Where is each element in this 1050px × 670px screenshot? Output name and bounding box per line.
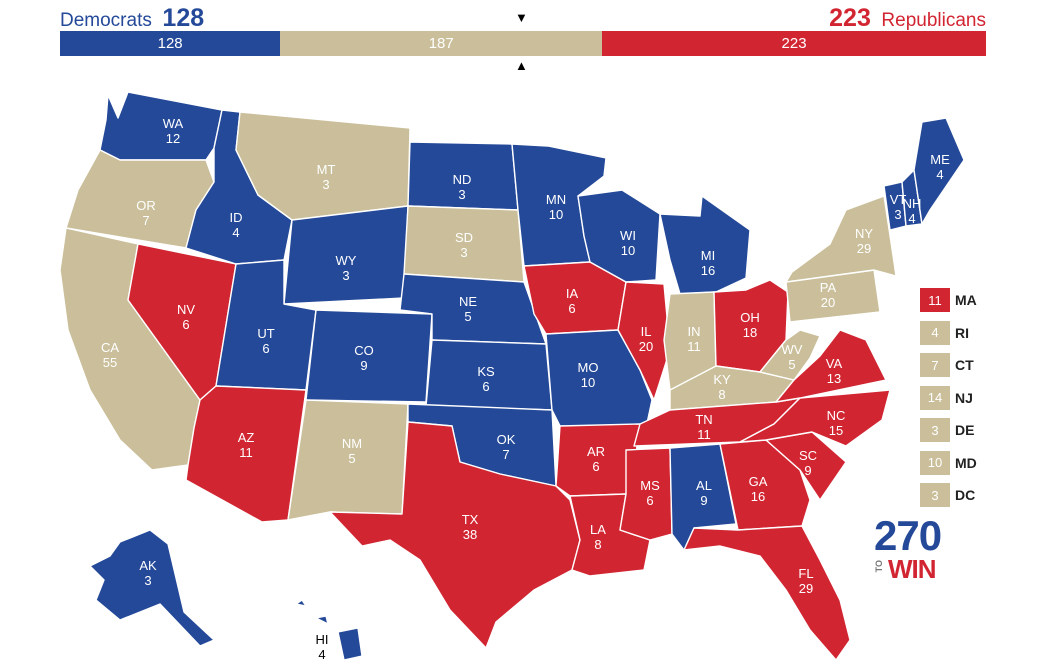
state-label-co: CO 9 <box>354 343 374 373</box>
state-label-mo: MO 10 <box>578 360 599 390</box>
state-label-az: AZ 11 <box>238 430 255 460</box>
dem-bar-segment: 128 <box>60 31 281 56</box>
state-label-nd: ND 3 <box>453 172 472 202</box>
state-label-hi: HI 4 <box>316 632 329 662</box>
small-state-label-dc: DC <box>955 487 976 503</box>
small-state-ev-ma[interactable]: 11 <box>920 288 950 312</box>
state-nc[interactable] <box>739 389 891 447</box>
logo-number: 270 <box>874 512 942 559</box>
state-label-ia: IA 6 <box>566 286 579 316</box>
state-label-ne: NE 5 <box>459 294 477 324</box>
state-label-fl: FL 29 <box>798 566 813 596</box>
majority-marker-top-icon: ▼ <box>515 10 528 25</box>
state-label-il: IL 20 <box>639 324 653 354</box>
tossup-bar-label: 187 <box>428 35 454 52</box>
state-wv[interactable] <box>759 329 821 381</box>
small-state-label-md: MD <box>955 454 977 471</box>
republicans-total: 223 <box>829 4 871 32</box>
state-label-wi: WI 10 <box>620 228 636 258</box>
state-label-wa: WA 12 <box>163 116 184 146</box>
tossup-bar-segment: 187 <box>280 31 603 56</box>
state-label-or: OR 7 <box>136 198 156 228</box>
state-label-ak: AK 3 <box>139 558 157 588</box>
state-label-tx: TX 38 <box>462 512 479 542</box>
state-label-sd: SD 3 <box>455 230 473 260</box>
state-label-oh: OH 18 <box>740 310 760 340</box>
small-state-ev-dc[interactable]: 3 <box>920 483 950 507</box>
state-label-ut: UT 6 <box>257 326 274 356</box>
small-state-ev-ri[interactable]: 4 <box>920 320 950 345</box>
state-hi[interactable] <box>295 599 363 661</box>
state-tx[interactable] <box>329 421 581 649</box>
state-label-nm: NM 5 <box>342 436 362 466</box>
state-il[interactable] <box>617 281 671 401</box>
small-state-ev-md[interactable]: 10 <box>920 450 950 475</box>
state-label-ms: MS 6 <box>640 478 660 508</box>
state-label-ar: AR 6 <box>587 444 605 474</box>
state-label-me: ME 4 <box>930 152 950 182</box>
state-label-ca: CA 55 <box>101 340 119 370</box>
small-state-label-ri: RI <box>955 324 969 341</box>
majority-marker-bottom-icon: ▲ <box>515 58 528 73</box>
state-ny[interactable] <box>785 195 897 283</box>
small-state-ev-nj[interactable]: 14 <box>920 385 950 410</box>
270towin-logo: 270 TO WIN <box>874 512 944 585</box>
state-label-la: LA 8 <box>590 522 606 552</box>
state-label-ga: GA 16 <box>749 474 768 504</box>
dem-bar-label: 128 <box>157 35 183 52</box>
small-state-label-ma: MA <box>955 292 977 308</box>
democrats-name: Democrats <box>60 10 152 31</box>
logo-to: TO <box>874 560 884 573</box>
state-label-id: ID 4 <box>230 210 243 240</box>
state-label-vt: VT 3 <box>890 192 907 222</box>
state-me[interactable] <box>913 117 965 225</box>
state-az[interactable] <box>185 385 307 523</box>
state-label-nh: NH 4 <box>903 196 922 226</box>
state-wi[interactable] <box>577 189 661 283</box>
republicans-name: Republicans <box>881 10 986 31</box>
state-fl[interactable] <box>683 525 851 661</box>
state-label-wy: WY 3 <box>336 253 357 283</box>
state-label-ok: OK 7 <box>497 432 516 462</box>
state-mi[interactable] <box>659 195 751 295</box>
small-state-ev-ct[interactable]: 7 <box>920 353 950 377</box>
small-state-label-nj: NJ <box>955 389 973 406</box>
state-label-mn: MN 10 <box>546 192 566 222</box>
state-label-ky: KY 8 <box>713 372 731 402</box>
rep-bar-label: 223 <box>781 35 807 52</box>
state-label-sc: SC 9 <box>799 448 817 478</box>
state-label-nc: NC 15 <box>827 408 846 438</box>
small-state-label-de: DE <box>955 422 975 438</box>
state-label-ny: NY 29 <box>855 226 873 256</box>
state-va[interactable] <box>775 329 887 403</box>
republicans-header: 223 Republicans <box>829 4 986 33</box>
state-label-tn: TN 11 <box>695 412 712 442</box>
state-wa[interactable] <box>99 91 223 161</box>
democrats-header: Democrats 128 <box>60 4 204 33</box>
small-state-ev-de[interactable]: 3 <box>920 418 950 442</box>
state-label-in: IN 11 <box>687 324 701 354</box>
state-label-nv: NV 6 <box>177 302 195 332</box>
state-label-ks: KS 6 <box>477 364 495 394</box>
state-label-pa: PA 20 <box>820 280 837 310</box>
electoral-vote-bar: 128 187 223 <box>60 31 986 56</box>
state-label-al: AL 9 <box>696 478 712 508</box>
logo-win: WIN <box>888 554 937 584</box>
small-state-label-ct: CT <box>955 357 974 373</box>
rep-bar-segment: 223 <box>602 31 986 56</box>
state-label-va: VA 13 <box>826 356 843 386</box>
state-label-mt: MT 3 <box>317 162 336 192</box>
state-label-wv: WV 5 <box>782 342 803 372</box>
state-ak[interactable] <box>89 529 215 647</box>
state-label-mi: MI 16 <box>701 248 715 278</box>
democrats-total: 128 <box>162 4 205 32</box>
